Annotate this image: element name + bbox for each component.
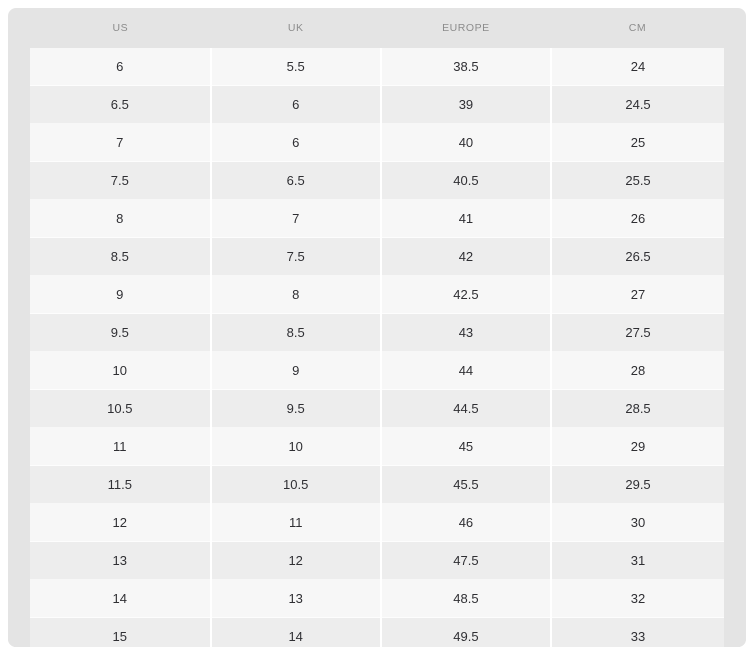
cell-europe: 45.5 xyxy=(380,465,553,504)
cell-cm: 26.5 xyxy=(551,237,724,276)
cell-uk: 7 xyxy=(210,199,382,238)
table-row: 7.5 6.5 40.5 25.5 xyxy=(30,161,724,200)
cell-us: 15 xyxy=(30,617,212,647)
cell-europe: 43 xyxy=(380,313,553,352)
cell-us: 8 xyxy=(30,199,212,238)
table-row: 10 9 44 28 xyxy=(30,351,724,390)
cell-europe: 38.5 xyxy=(380,48,553,86)
cell-uk: 6.5 xyxy=(210,161,382,200)
column-header-us: US xyxy=(30,8,211,48)
cell-us: 7 xyxy=(30,123,212,162)
cell-us: 9.5 xyxy=(30,313,212,352)
table-row: 11.5 10.5 45.5 29.5 xyxy=(30,465,724,504)
table-body: 6 5.5 38.5 24 6.5 6 39 24.5 7 6 40 25 7.5 6.5 40.5 25.5… xyxy=(30,48,724,647)
cell-uk: 11 xyxy=(210,503,382,542)
cell-uk: 6 xyxy=(210,85,382,124)
cell-cm: 24.5 xyxy=(551,85,724,124)
cell-uk: 12 xyxy=(210,541,382,580)
cell-cm: 30 xyxy=(551,503,724,542)
cell-europe: 47.5 xyxy=(380,541,553,580)
cell-us: 11.5 xyxy=(30,465,212,504)
cell-cm: 26 xyxy=(551,199,724,238)
table-row: 8 7 41 26 xyxy=(30,199,724,238)
table-row: 8.5 7.5 42 26.5 xyxy=(30,237,724,276)
cell-europe: 40.5 xyxy=(380,161,553,200)
cell-europe: 42 xyxy=(380,237,553,276)
column-header-cm: CM xyxy=(551,8,724,48)
cell-cm: 25 xyxy=(551,123,724,162)
cell-us: 13 xyxy=(30,541,212,580)
cell-cm: 29 xyxy=(551,427,724,466)
cell-uk: 9 xyxy=(210,351,382,390)
cell-us: 8.5 xyxy=(30,237,212,276)
column-header-europe: EUROPE xyxy=(380,8,552,48)
cell-cm: 29.5 xyxy=(551,465,724,504)
cell-cm: 25.5 xyxy=(551,161,724,200)
cell-cm: 33 xyxy=(551,617,724,647)
cell-uk: 10 xyxy=(210,427,382,466)
cell-cm: 28 xyxy=(551,351,724,390)
cell-europe: 44.5 xyxy=(380,389,553,428)
cell-uk: 14 xyxy=(210,617,382,647)
cell-uk: 7.5 xyxy=(210,237,382,276)
table-row: 13 12 47.5 31 xyxy=(30,541,724,580)
cell-europe: 42.5 xyxy=(380,275,553,314)
cell-uk: 5.5 xyxy=(210,48,382,86)
cell-europe: 39 xyxy=(380,85,553,124)
cell-cm: 24 xyxy=(551,48,724,86)
column-header-uk: UK xyxy=(210,8,381,48)
cell-europe: 49.5 xyxy=(380,617,553,647)
cell-us: 11 xyxy=(30,427,212,466)
cell-uk: 6 xyxy=(210,123,382,162)
cell-uk: 10.5 xyxy=(210,465,382,504)
cell-europe: 41 xyxy=(380,199,553,238)
cell-europe: 45 xyxy=(380,427,553,466)
size-chart-table-wrap: US UK EUROPE CM 6 5.5 38.5 24 6.5 6 39 24.5 7 6 40… xyxy=(30,8,724,647)
table-row: 7 6 40 25 xyxy=(30,123,724,162)
cell-cm: 31 xyxy=(551,541,724,580)
table-row: 6.5 6 39 24.5 xyxy=(30,85,724,124)
table-row: 15 14 49.5 33 xyxy=(30,617,724,647)
table-row: 9.5 8.5 43 27.5 xyxy=(30,313,724,352)
cell-uk: 8.5 xyxy=(210,313,382,352)
card-left-gutter xyxy=(8,48,30,647)
table-row: 9 8 42.5 27 xyxy=(30,275,724,314)
cell-cm: 27 xyxy=(551,275,724,314)
cell-uk: 9.5 xyxy=(210,389,382,428)
size-chart-card: US UK EUROPE CM 6 5.5 38.5 24 6.5 6 39 24.5 7 6 40… xyxy=(8,8,746,647)
cell-us: 12 xyxy=(30,503,212,542)
size-conversion-table: US UK EUROPE CM 6 5.5 38.5 24 6.5 6 39 24.5 7 6 40… xyxy=(30,8,724,647)
cell-us: 6.5 xyxy=(30,85,212,124)
cell-europe: 40 xyxy=(380,123,553,162)
table-row: 14 13 48.5 32 xyxy=(30,579,724,618)
cell-cm: 32 xyxy=(551,579,724,618)
cell-us: 7.5 xyxy=(30,161,212,200)
cell-europe: 46 xyxy=(380,503,553,542)
cell-us: 14 xyxy=(30,579,212,618)
cell-uk: 8 xyxy=(210,275,382,314)
table-row: 12 11 46 30 xyxy=(30,503,724,542)
cell-us: 6 xyxy=(30,48,212,86)
card-right-gutter xyxy=(724,48,746,647)
cell-cm: 28.5 xyxy=(551,389,724,428)
cell-europe: 48.5 xyxy=(380,579,553,618)
cell-cm: 27.5 xyxy=(551,313,724,352)
table-row: 10.5 9.5 44.5 28.5 xyxy=(30,389,724,428)
table-row: 6 5.5 38.5 24 xyxy=(30,48,724,86)
header-row: US UK EUROPE CM xyxy=(30,8,724,48)
cell-us: 10.5 xyxy=(30,389,212,428)
cell-europe: 44 xyxy=(380,351,553,390)
table-row: 11 10 45 29 xyxy=(30,427,724,466)
cell-uk: 13 xyxy=(210,579,382,618)
table-header: US UK EUROPE CM xyxy=(30,8,724,48)
cell-us: 10 xyxy=(30,351,212,390)
cell-us: 9 xyxy=(30,275,212,314)
